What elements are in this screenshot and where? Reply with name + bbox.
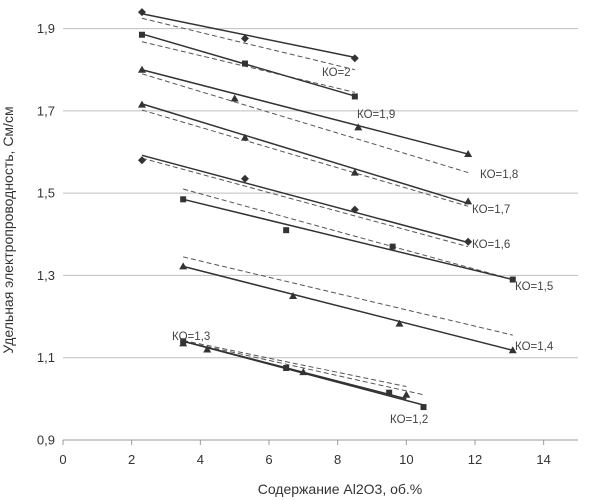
data-point-triangle <box>508 346 517 354</box>
data-point-triangle <box>203 345 212 353</box>
y-tick-label: 1,3 <box>37 268 55 283</box>
data-point-triangle <box>395 319 404 327</box>
solid-fit-line <box>182 265 513 352</box>
y-tick-label: 1,5 <box>37 186 55 201</box>
data-point-diamond <box>137 156 146 165</box>
data-point-square <box>283 227 290 234</box>
data-point-triangle <box>402 390 411 398</box>
series-label: КО=1,7 <box>472 204 510 216</box>
series-label: КО=1,8 <box>480 169 518 181</box>
data-point-square <box>351 93 358 100</box>
data-point-triangle <box>179 262 188 270</box>
data-points <box>137 8 517 411</box>
x-tick-label: 2 <box>128 452 135 467</box>
data-point-triangle <box>137 65 146 73</box>
y-tick-label: 0,9 <box>37 433 55 448</box>
fit-lines <box>141 13 513 406</box>
data-point-triangle <box>137 100 146 108</box>
data-point-square <box>138 31 145 38</box>
x-axis-title: Содержание Al2O3, об.% <box>258 481 423 497</box>
data-point-square <box>180 196 187 203</box>
x-tick-label: 6 <box>265 452 272 467</box>
y-tick-label: 1,9 <box>37 21 55 36</box>
data-point-square <box>420 404 427 411</box>
x-tick-label: 14 <box>536 452 550 467</box>
data-point-triangle <box>464 150 473 158</box>
data-point-square <box>180 338 187 345</box>
dashed-fit-line <box>183 188 513 281</box>
dashed-fit-line <box>141 73 469 174</box>
series-label: КО=1,4 <box>515 341 554 353</box>
y-tick-label: 1,7 <box>37 103 55 118</box>
x-tick-label: 10 <box>399 452 413 467</box>
data-point-diamond <box>240 174 249 183</box>
grid-lines <box>63 28 578 359</box>
series-label: КО=1,6 <box>472 239 510 251</box>
data-point-square <box>283 365 290 371</box>
solid-fit-line <box>182 198 513 281</box>
data-point-diamond <box>350 205 359 214</box>
data-point-square <box>386 389 393 396</box>
data-point-diamond <box>350 54 359 63</box>
data-point-triangle <box>464 197 473 205</box>
solid-fit-line <box>141 13 355 59</box>
axes: 0,9 1,1 1,3 1,5 1,7 1,9 0 2 4 6 8 10 12 14 <box>37 21 578 467</box>
series-label: КО=1,2 <box>390 414 428 426</box>
series-label: КО=1,3 <box>172 331 210 343</box>
data-point-square <box>509 276 516 283</box>
x-tick-label: 0 <box>59 452 66 467</box>
data-point-triangle <box>289 292 298 299</box>
dashed-fit-line <box>183 339 407 388</box>
data-point-triangle <box>354 123 363 131</box>
solid-fit-line <box>141 33 356 97</box>
data-point-triangle <box>350 168 359 176</box>
data-point-diamond <box>137 8 146 17</box>
data-point-triangle <box>240 133 249 141</box>
dashed-fit-line <box>141 157 469 248</box>
x-tick-label: 8 <box>334 452 341 467</box>
dashed-fit-line <box>141 41 355 93</box>
dashed-fit-line <box>183 256 513 336</box>
data-point-diamond <box>240 34 249 43</box>
data-point-square <box>389 243 396 250</box>
x-tick-label: 4 <box>197 452 204 467</box>
y-tick-label: 1,1 <box>37 350 55 365</box>
solid-fit-line <box>141 68 469 155</box>
solid-fit-line <box>141 103 469 205</box>
dashed-fit-line <box>141 17 355 71</box>
series-label: КО=1,5 <box>515 281 553 293</box>
solid-fit-line <box>141 154 469 244</box>
data-point-triangle <box>230 94 239 102</box>
dashed-fit-line <box>183 340 424 396</box>
data-point-triangle <box>299 368 308 376</box>
data-point-square <box>241 60 248 67</box>
dashed-fit-line <box>141 109 469 207</box>
series-labels: КО=2 КО=1,9 КО=1,8 КО=1,7 КО=1,6 КО=1,5 КО=1,4… <box>172 67 554 426</box>
y-axis-title: Удельная электропроводность, См/см <box>0 106 16 353</box>
x-tick-label: 12 <box>468 452 482 467</box>
series-label: КО=1,9 <box>357 109 395 121</box>
data-point-diamond <box>464 237 473 246</box>
series-label: КО=2 <box>322 67 351 79</box>
